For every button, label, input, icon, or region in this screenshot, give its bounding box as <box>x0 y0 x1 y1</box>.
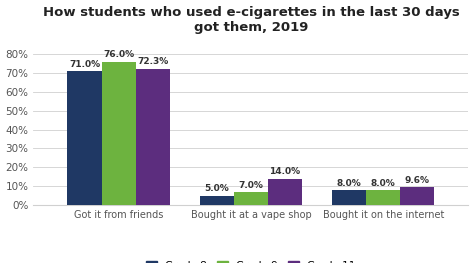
Text: 7.0%: 7.0% <box>238 181 264 190</box>
Text: 5.0%: 5.0% <box>204 184 229 193</box>
Bar <box>234 192 268 205</box>
Bar <box>332 190 366 205</box>
Bar <box>136 69 170 205</box>
Bar <box>268 179 302 205</box>
Text: 14.0%: 14.0% <box>269 168 301 176</box>
Title: How students who used e-cigarettes in the last 30 days
got them, 2019: How students who used e-cigarettes in th… <box>43 6 459 34</box>
Legend: Grade 8, Grade 9, Grade 11: Grade 8, Grade 9, Grade 11 <box>142 257 360 263</box>
Bar <box>101 62 136 205</box>
Text: 9.6%: 9.6% <box>405 176 430 185</box>
Bar <box>401 187 434 205</box>
Bar <box>366 190 401 205</box>
Text: 76.0%: 76.0% <box>103 50 134 59</box>
Text: 72.3%: 72.3% <box>137 57 168 66</box>
Bar <box>200 196 234 205</box>
Text: 8.0%: 8.0% <box>337 179 362 188</box>
Bar <box>67 71 101 205</box>
Text: 8.0%: 8.0% <box>371 179 396 188</box>
Text: 71.0%: 71.0% <box>69 60 100 69</box>
